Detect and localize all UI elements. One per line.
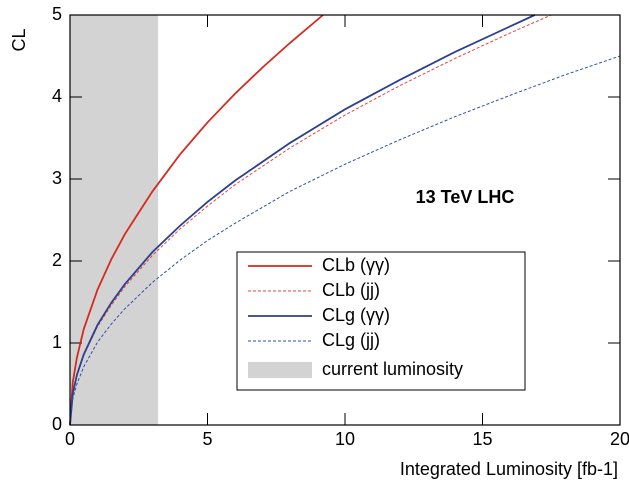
legend-label: current luminosity <box>322 359 463 379</box>
x-tick-label: 20 <box>610 429 629 449</box>
shaded-region <box>70 15 158 425</box>
annotation: 13 TeV LHC <box>416 187 515 207</box>
y-tick-label: 3 <box>52 168 62 188</box>
series-line <box>69 14 536 426</box>
legend-label: CLb (jj) <box>322 280 380 300</box>
y-tick-label: 1 <box>52 332 62 352</box>
x-tick-label: 10 <box>335 429 355 449</box>
y-tick-label: 2 <box>52 250 62 270</box>
series-line <box>69 55 621 426</box>
x-tick-label: 5 <box>202 429 212 449</box>
y-axis-label: CL <box>9 28 29 51</box>
legend-label: CLg (γγ) <box>322 305 390 325</box>
legend-swatch <box>248 362 312 378</box>
legend-label: CLb (γγ) <box>322 255 390 275</box>
legend: CLb (γγ) CLb (jj) CLg (γγ) CLg (jj) current … <box>236 251 526 391</box>
y-tick-label: 4 <box>52 86 62 106</box>
legend-label: CLg (jj) <box>322 330 380 350</box>
x-axis-label: Integrated Luminosity [fb-1] <box>400 459 618 479</box>
series-line <box>69 14 552 426</box>
y-tick-label: 5 <box>52 4 62 24</box>
x-tick-label: 15 <box>472 429 492 449</box>
plot-frame <box>69 14 621 426</box>
x-tick-label: 0 <box>65 429 75 449</box>
y-tick-label: 0 <box>52 414 62 434</box>
series-line <box>69 14 324 426</box>
legend-box <box>236 251 526 391</box>
